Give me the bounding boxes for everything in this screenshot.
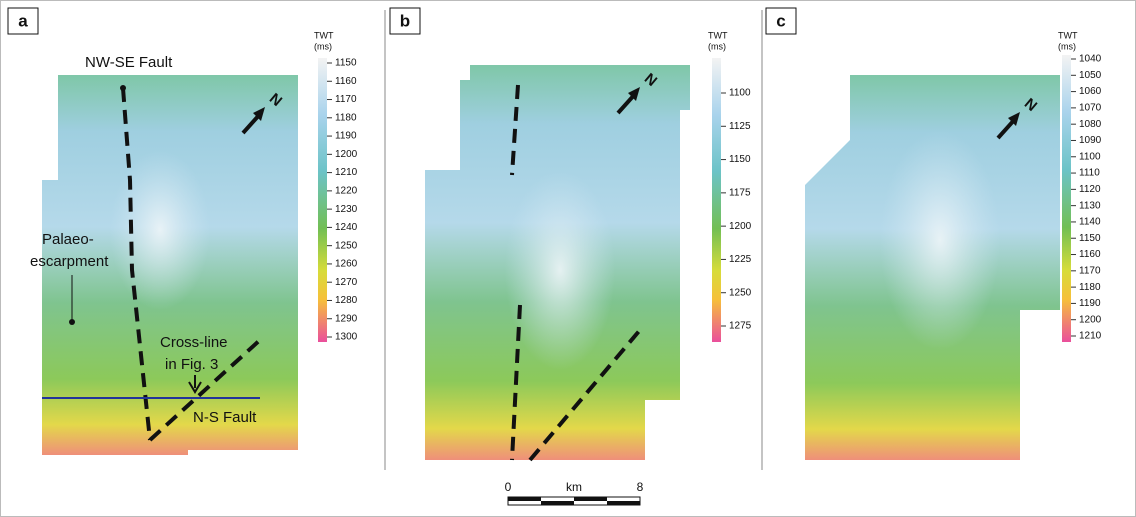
colorbar-tick-label: 1130	[1079, 200, 1101, 211]
colorbar-tick-label: 1230	[335, 204, 358, 215]
panel-label: b	[400, 11, 410, 30]
colorbar-tick-label: 1210	[335, 167, 358, 178]
fault	[510, 84, 520, 176]
annotation: escarpment	[30, 253, 109, 270]
scale-label: km	[566, 480, 582, 494]
annotation: in Fig. 3	[165, 356, 218, 373]
panel-label-box	[7, 7, 39, 35]
scale-label: 8	[637, 480, 644, 494]
scale-bar	[508, 497, 541, 501]
colorbar-tick-label: 1240	[335, 222, 358, 233]
map-highlight	[505, 170, 615, 370]
colorbar-tick-label: 1200	[729, 221, 752, 232]
colorbar-title: (ms)	[1058, 41, 1076, 51]
colorbar-title: (ms)	[708, 41, 726, 51]
north-arrow-head	[1008, 112, 1020, 126]
scale-bar	[541, 501, 574, 505]
fault	[121, 87, 152, 441]
colorbar-tick-label: 1150	[1079, 233, 1101, 244]
colorbar-tick-label: 1175	[729, 187, 751, 198]
colorbar-tick-label: 1070	[1079, 103, 1102, 114]
colorbar-tick-label: 1150	[729, 154, 751, 165]
colorbar-tick-label: 1160	[335, 76, 357, 87]
scale-label: 0	[505, 480, 512, 494]
colorbar-tick-label: 1100	[1079, 151, 1101, 162]
map-highlight	[110, 150, 210, 310]
annotation: N-S Fault	[193, 409, 257, 426]
colorbar-tick-label: 1290	[335, 313, 358, 324]
colorbar-tick-label: 1160	[1079, 249, 1101, 260]
colorbar-tick-label: 1040	[1079, 54, 1102, 65]
colorbar-tick-label: 1100	[729, 88, 751, 99]
north-arrow-head	[628, 87, 640, 101]
colorbar-tick-label: 1275	[729, 321, 752, 332]
colorbar-title: TWT	[314, 30, 334, 40]
colorbar-tick-label: 1210	[1079, 331, 1102, 342]
marker	[69, 319, 75, 325]
panel-label-box	[765, 7, 797, 35]
colorbar	[1062, 55, 1071, 342]
north-arrow-head	[253, 107, 265, 121]
colorbar-tick-label: 1060	[1079, 86, 1102, 97]
colorbar-tick-label: 1050	[1079, 70, 1102, 81]
colorbar-tick-label: 1250	[335, 240, 358, 251]
colorbar	[712, 58, 721, 342]
colorbar	[318, 58, 327, 342]
colorbar-tick-label: 1170	[1079, 265, 1101, 276]
colorbar-tick-label: 1150	[335, 58, 357, 69]
colorbar-tick-label: 1190	[1079, 298, 1101, 309]
annotation: NW-SE Fault	[85, 54, 173, 71]
colorbar-tick-label: 1080	[1079, 119, 1102, 130]
colorbar-tick-label: 1090	[1079, 135, 1102, 146]
pointer	[188, 375, 202, 394]
colorbar-tick-label: 1125	[729, 121, 751, 132]
colorbar-tick-label: 1140	[1079, 217, 1101, 228]
colorbar-tick-label: 1250	[729, 287, 752, 298]
colorbar-tick-label: 1260	[335, 259, 358, 270]
map-highlight	[880, 130, 1000, 350]
colorbar-tick-label: 1190	[335, 131, 357, 142]
fault	[510, 304, 522, 461]
scale-bar	[574, 497, 607, 501]
colorbar-tick-label: 1120	[1079, 184, 1101, 195]
colorbar-tick-label: 1300	[335, 332, 358, 343]
colorbar-tick-label: 1225	[729, 254, 752, 265]
colorbar-title: TWT	[708, 30, 728, 40]
fault	[528, 328, 642, 462]
colorbar-tick-label: 1200	[1079, 314, 1102, 325]
colorbar-tick-label: 1110	[1079, 168, 1100, 179]
scale-bar	[607, 501, 640, 505]
colorbar-tick-label: 1180	[335, 112, 357, 123]
annotation: Palaeo-	[42, 231, 94, 248]
colorbar-tick-label: 1270	[335, 277, 358, 288]
colorbar-tick-label: 1280	[335, 295, 358, 306]
annotation: Cross-line	[160, 334, 228, 351]
panel-label: c	[776, 11, 785, 30]
fault	[148, 338, 262, 442]
colorbar-tick-label: 1200	[335, 149, 358, 160]
colorbar-title: (ms)	[314, 41, 332, 51]
colorbar-tick-label: 1180	[1079, 282, 1101, 293]
marker	[120, 85, 126, 91]
panel-label-box	[389, 7, 421, 35]
panel-label: a	[18, 11, 28, 30]
colorbar-title: TWT	[1058, 30, 1078, 40]
colorbar-tick-label: 1170	[335, 94, 357, 105]
colorbar-tick-label: 1220	[335, 186, 358, 197]
